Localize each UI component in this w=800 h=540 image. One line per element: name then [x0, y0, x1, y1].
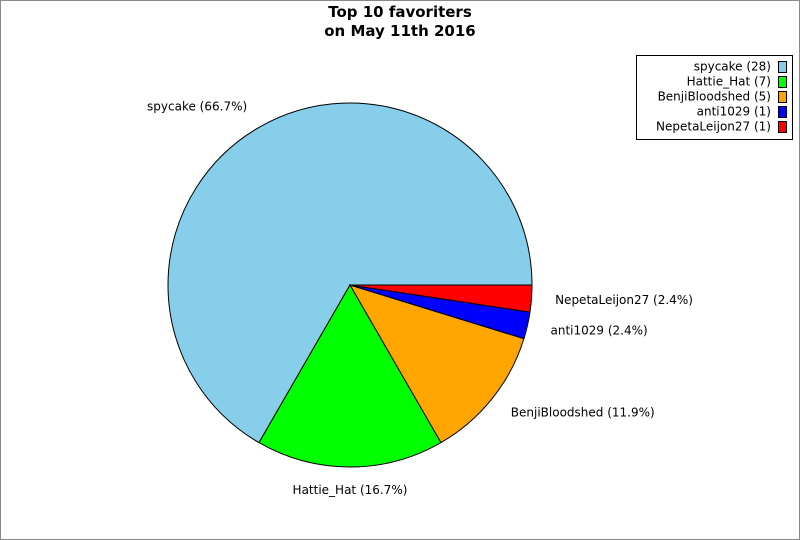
- pie-slice: [349, 284, 533, 313]
- legend-swatch: [778, 91, 787, 103]
- legend-label: spycake (28): [694, 60, 771, 74]
- slice-label: BenjiBloodshed (11.9%): [511, 406, 655, 420]
- slice-label: NepetaLeijon27 (2.4%): [555, 293, 693, 307]
- pie-slice: [167, 102, 533, 444]
- legend-label: Hattie_Hat (7): [687, 75, 771, 89]
- legend-swatch: [778, 106, 787, 118]
- legend-swatch: [778, 76, 787, 88]
- legend-swatch: [778, 61, 787, 73]
- pie-slice: [258, 283, 442, 468]
- legend-label: BenjiBloodshed (5): [658, 90, 771, 104]
- legend-box: [636, 55, 793, 140]
- slice-label: Hattie_Hat (16.7%): [293, 483, 408, 497]
- slice-label: anti1029 (2.4%): [551, 323, 648, 337]
- legend-label: NepetaLeijon27 (1): [656, 120, 771, 134]
- slice-label: spycake (66.7%): [147, 99, 247, 113]
- pie-slice: [348, 284, 525, 444]
- legend-swatch: [778, 121, 787, 133]
- chart-title: Top 10 favoriters on May 11th 2016: [324, 3, 476, 40]
- legend-label: anti1029 (1): [697, 105, 771, 119]
